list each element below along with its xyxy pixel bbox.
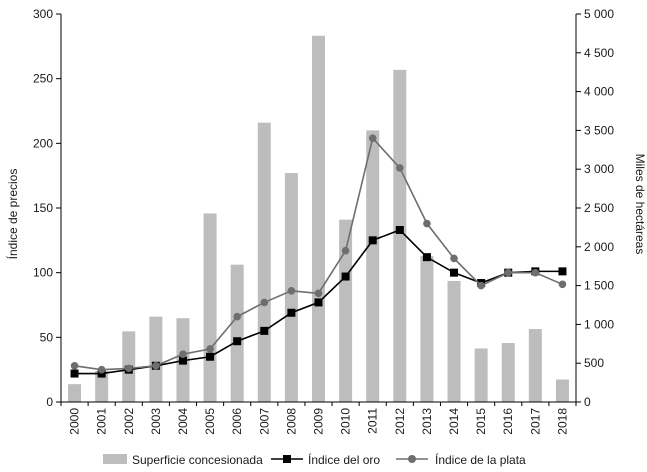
y-right-tick-label: 1 000 [584, 317, 614, 331]
data-point [558, 280, 567, 289]
data-point [450, 254, 458, 263]
y-left-tick-label: 300 [33, 7, 53, 21]
x-tick-label: 2011 [366, 408, 380, 434]
data-point [233, 312, 241, 321]
data-point [314, 289, 323, 298]
data-point [314, 298, 323, 307]
x-tick-label: 2000 [68, 408, 82, 435]
x-tick-label: 2018 [555, 408, 569, 435]
x-tick-label: 2001 [95, 408, 109, 435]
y-left-tick-label: 250 [33, 72, 53, 86]
x-tick-label: 2006 [230, 408, 244, 435]
x-tick-label: 2016 [501, 408, 515, 435]
y-left-tick-label: 50 [40, 330, 54, 344]
data-point [179, 350, 187, 358]
data-point [287, 286, 296, 295]
x-tick-label: 2012 [393, 408, 407, 435]
data-point [70, 369, 79, 378]
lines-layer [70, 134, 567, 378]
x-tick-label: 2008 [284, 408, 298, 435]
y-right-tick-label: 3 500 [584, 123, 614, 137]
y-left-tick-label: 150 [33, 201, 53, 215]
data-point [233, 337, 242, 346]
x-tick-label: 2017 [528, 408, 542, 435]
data-point [97, 369, 106, 378]
ticks-layer: 0 50 100 150 200 250 300 0 500 1 000 1 500 2 000 2 5… [33, 7, 614, 435]
legend-label-superficie: Superficie concesionada [132, 453, 263, 467]
data-point [450, 268, 459, 277]
bar [203, 213, 217, 402]
x-tick-label: 2004 [176, 408, 190, 435]
y-right-tick-label: 2 000 [584, 240, 614, 254]
y-left-tick-label: 200 [33, 136, 53, 150]
data-point [423, 219, 431, 228]
data-point [504, 268, 513, 277]
y-right-tick-label: 0 [584, 395, 591, 409]
bar [312, 35, 325, 403]
bar [230, 264, 244, 402]
data-point [531, 268, 540, 277]
data-point [178, 356, 187, 365]
y-axis-left-label: Índice de precios [5, 169, 20, 260]
bar [555, 379, 569, 402]
data-point [395, 225, 404, 234]
data-point [341, 272, 350, 281]
data-point [260, 298, 269, 307]
y-axis-right-label: Miles de hectáreas [633, 154, 647, 255]
legend-marker-oro [283, 455, 291, 463]
legend-label-plata: Índice de la plata [435, 452, 526, 467]
legend-label-oro: Índice del oro [308, 452, 380, 467]
legend-marker-plata [408, 455, 416, 463]
bars-layer [68, 35, 569, 403]
data-point [152, 361, 160, 370]
x-tick-label: 2013 [420, 408, 434, 435]
data-point [70, 361, 79, 370]
x-tick-label: 2003 [149, 408, 163, 435]
x-tick-label: 2007 [257, 408, 271, 435]
data-point [341, 246, 350, 255]
data-point [260, 326, 269, 335]
data-point [422, 253, 431, 262]
data-point [396, 164, 404, 172]
data-point [206, 345, 214, 353]
bar [95, 370, 109, 402]
y-right-tick-label: 5 000 [584, 7, 614, 21]
data-point [206, 352, 215, 361]
y-right-tick-label: 2 500 [584, 201, 614, 215]
data-point [558, 267, 567, 276]
data-point [124, 364, 133, 373]
y-right-tick-label: 4 000 [584, 85, 614, 99]
bar [68, 384, 82, 402]
x-tick-label: 2009 [312, 408, 326, 435]
data-point [368, 236, 377, 245]
data-point [287, 308, 296, 317]
data-point [97, 365, 106, 374]
bar [393, 69, 407, 402]
x-tick-label: 2002 [122, 408, 136, 435]
y-right-tick-label: 4 500 [584, 46, 614, 60]
y-left-tick-label: 0 [46, 395, 53, 409]
data-point [477, 281, 485, 290]
bar [447, 280, 461, 402]
y-right-tick-label: 1 500 [584, 279, 614, 293]
x-tick-label: 2014 [447, 408, 461, 435]
bar [528, 329, 542, 402]
legend: Superficie concesionada Índice del oro Í… [103, 452, 526, 467]
legend-swatch-superficie [103, 454, 127, 464]
bar [474, 348, 488, 402]
bar [420, 256, 434, 402]
y-right-tick-label: 3 000 [584, 162, 614, 176]
y-left-tick-label: 100 [33, 266, 53, 280]
x-tick-label: 2005 [203, 408, 217, 435]
bar [501, 343, 515, 402]
data-point [368, 134, 377, 142]
bar [257, 122, 271, 402]
bar [366, 130, 380, 402]
x-tick-label: 2015 [474, 408, 488, 435]
x-tick-label: 2010 [339, 408, 353, 435]
bar [149, 316, 163, 402]
bar [339, 219, 353, 402]
y-right-tick-label: 500 [584, 356, 604, 370]
